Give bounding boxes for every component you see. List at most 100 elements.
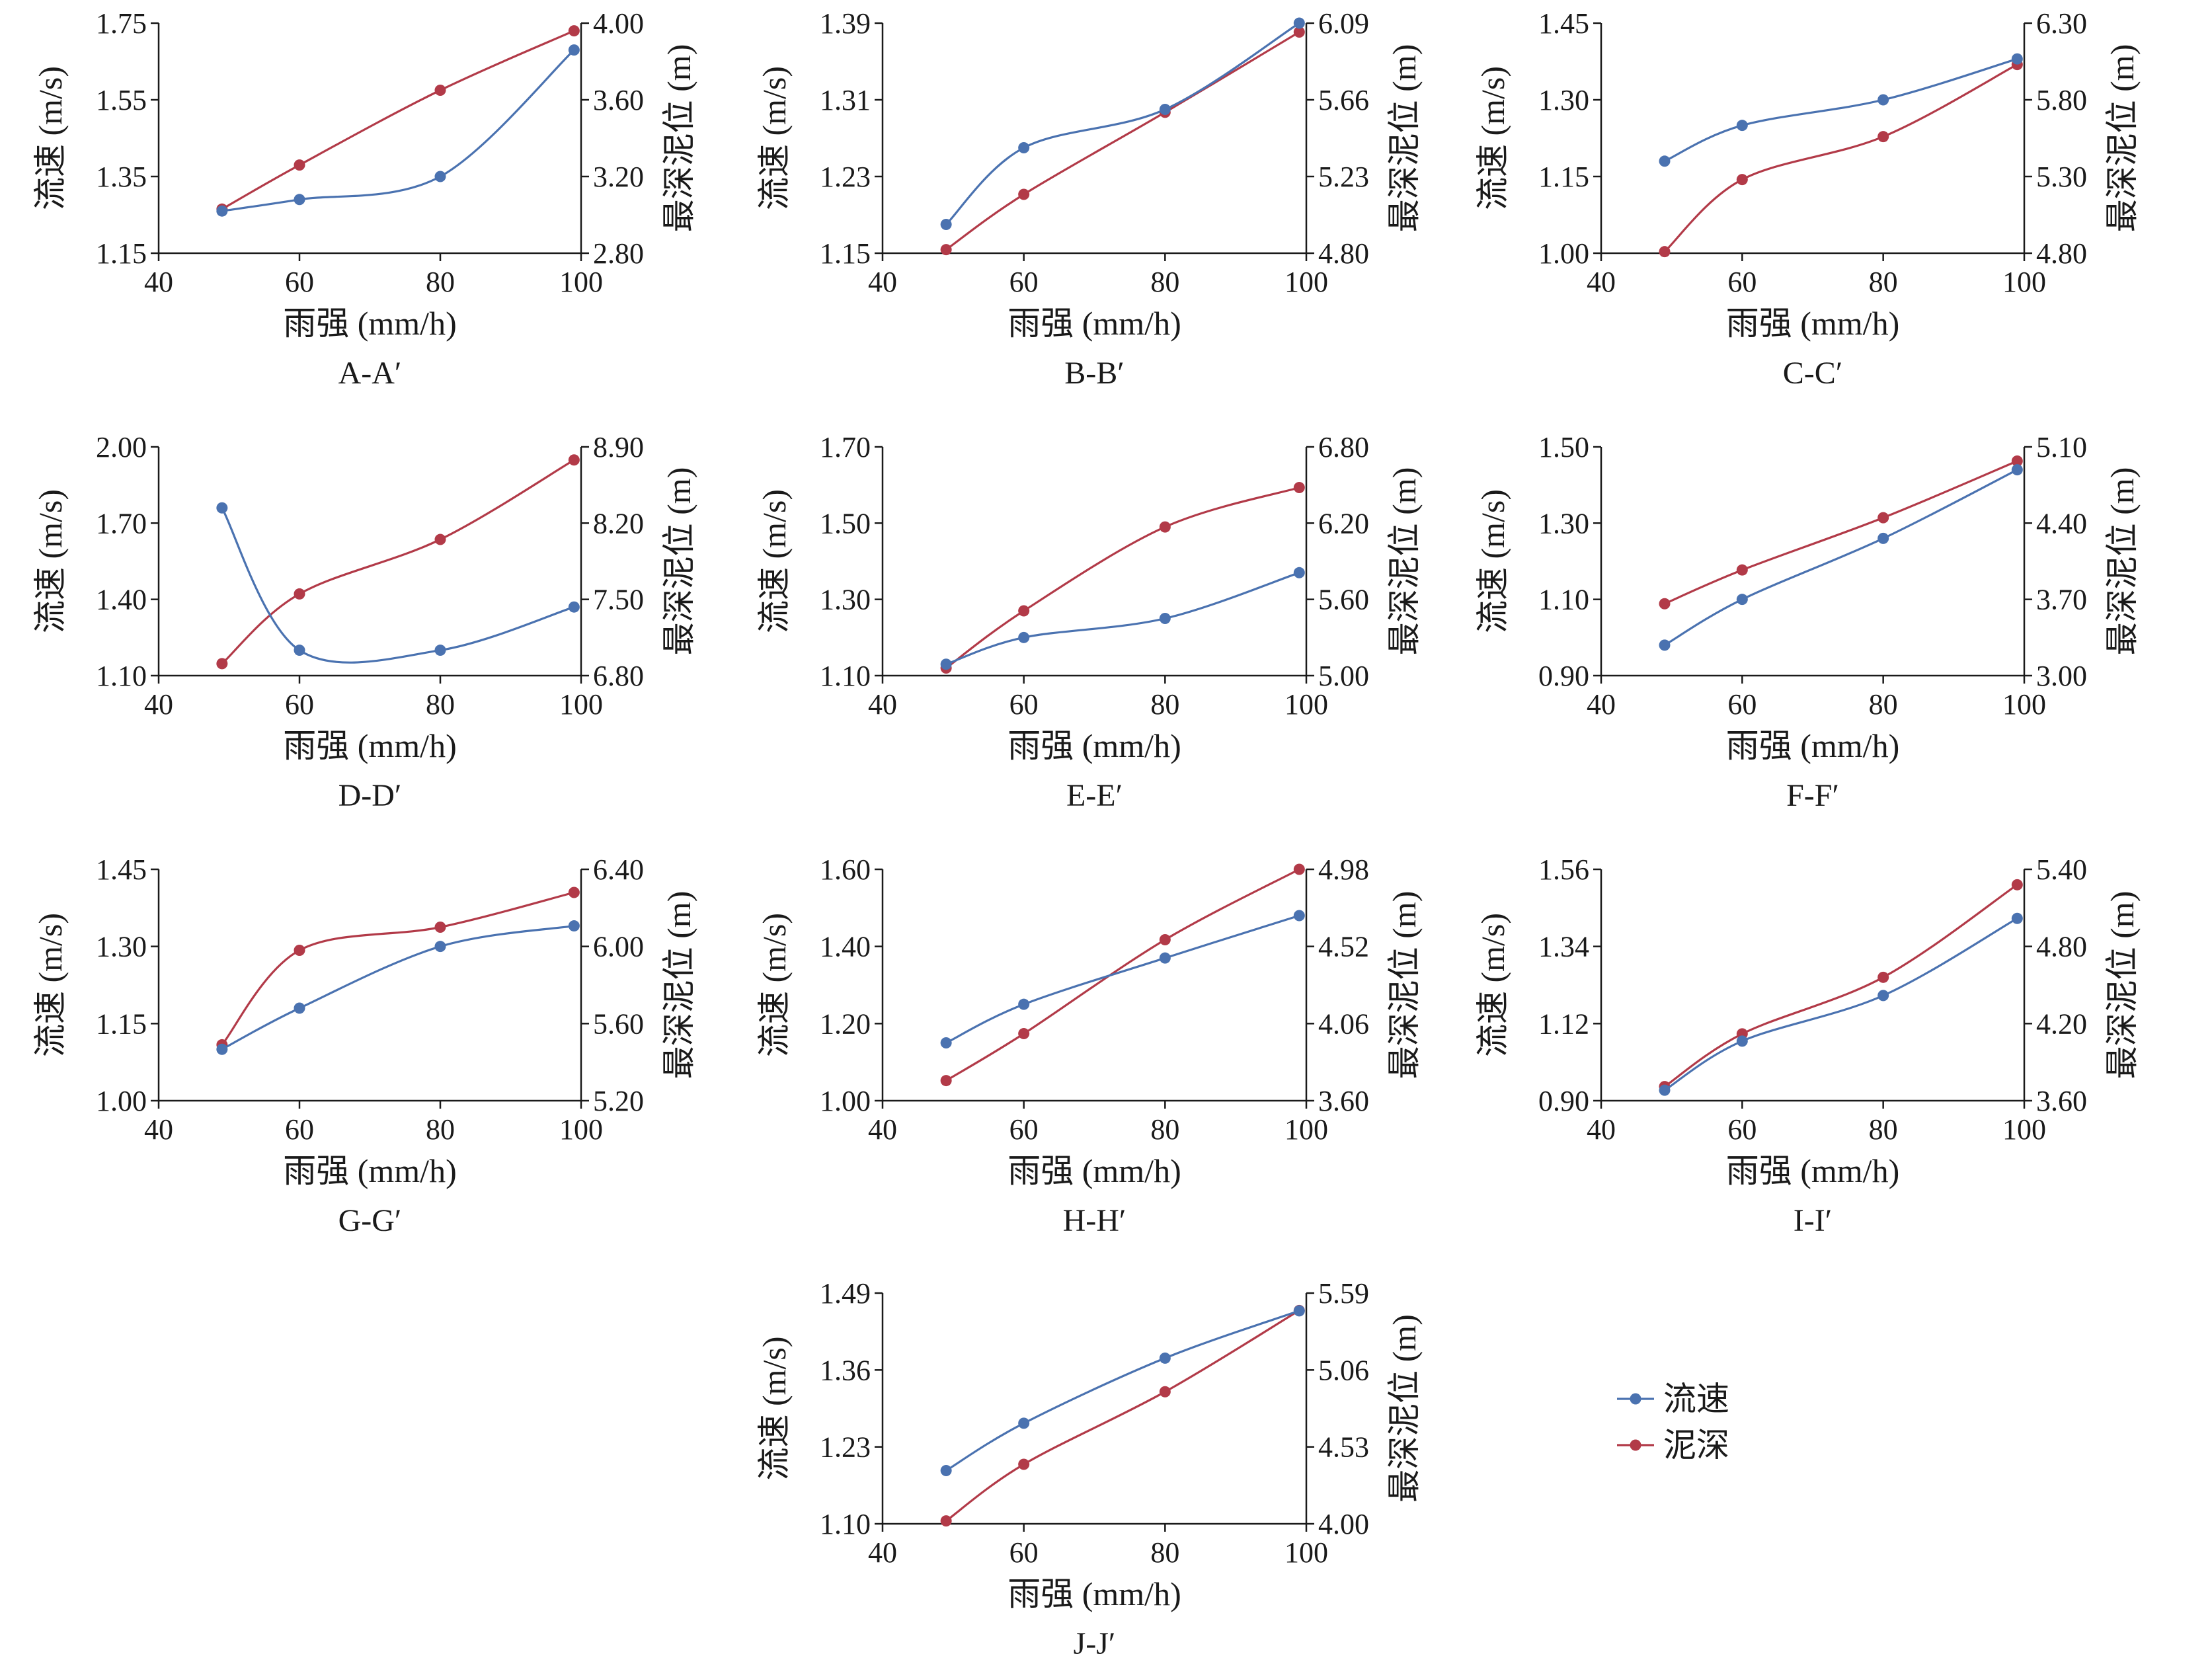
right-y-tick-label: 5.10: [2036, 431, 2087, 463]
left-y-tick-label: 1.30: [1538, 84, 1589, 116]
panel-i: 40 60 80 100 0.90 1.12 1.34 1.56 3.60 4.20 4.80 5.4…: [1474, 853, 2141, 1238]
left-y-tick-label: 1.45: [1538, 7, 1589, 40]
right-y-tick-label: 4.53: [1318, 1431, 1369, 1464]
depth-series-line: [221, 30, 575, 210]
speed-data-point: [1293, 567, 1305, 578]
x-axis-title: 雨强 (mm/h): [283, 1152, 456, 1189]
speed-data-point: [294, 1002, 305, 1014]
right-y-tick-label: 6.30: [2036, 7, 2087, 40]
depth-data-point: [568, 25, 580, 37]
depth-data-point: [1293, 863, 1305, 875]
right-y-tick-label: 4.80: [2036, 931, 2087, 963]
right-y-axis-title: 最深泥位 (m): [660, 467, 697, 656]
x-tick-label: 40: [1587, 1113, 1616, 1146]
left-y-tick-label: 1.56: [1538, 853, 1589, 886]
right-y-tick-label: 4.00: [593, 7, 644, 40]
left-y-axis-title: 流速 (m/s): [1474, 489, 1511, 633]
speed-data-point: [1293, 1305, 1305, 1317]
right-y-tick-label: 5.20: [593, 1085, 644, 1117]
speed-data-point: [568, 601, 580, 613]
x-tick-label: 100: [559, 1113, 603, 1146]
x-tick-label: 80: [1150, 1113, 1179, 1146]
x-tick-label: 100: [2002, 1113, 2046, 1146]
depth-data-point: [1018, 605, 1030, 617]
right-y-tick-label: 4.98: [1318, 853, 1369, 886]
right-y-tick-label: 3.20: [593, 161, 644, 193]
speed-data-point: [1018, 1417, 1030, 1429]
depth-series-line: [945, 1309, 1300, 1522]
speed-data-point: [1018, 998, 1030, 1010]
x-tick-label: 80: [426, 266, 455, 298]
speed-data-point: [1736, 1035, 1748, 1047]
panel-caption: J-J′: [1074, 1626, 1116, 1658]
left-y-axis-title: 流速 (m/s): [756, 1336, 793, 1480]
x-axis-title: 雨强 (mm/h): [1007, 305, 1181, 342]
x-tick-label: 60: [1727, 1113, 1757, 1146]
speed-data-point: [1018, 631, 1030, 643]
speed-series-line: [945, 1310, 1300, 1472]
speed-data-point: [940, 219, 952, 230]
panel-caption: F-F′: [1786, 778, 1839, 813]
x-tick-label: 60: [285, 1113, 314, 1146]
left-y-tick-label: 1.50: [820, 507, 871, 539]
x-tick-label: 100: [1284, 1113, 1328, 1146]
speed-data-point: [1159, 1352, 1171, 1364]
x-tick-label: 80: [1869, 266, 1898, 298]
depth-data-point: [940, 244, 952, 256]
right-y-tick-label: 5.00: [1318, 660, 1369, 692]
left-y-tick-label: 1.30: [1538, 507, 1589, 539]
panel-c: 40 60 80 100 1.00 1.15 1.30 1.45 4.80 5.30 5.80 6.3…: [1474, 7, 2141, 391]
x-axis-title: 雨强 (mm/h): [283, 305, 456, 342]
left-y-tick-label: 1.10: [1538, 584, 1589, 616]
depth-data-point: [568, 454, 580, 466]
right-y-tick-label: 5.60: [593, 1007, 644, 1040]
left-y-axis-title: 流速 (m/s): [32, 66, 69, 210]
speed-data-point: [1018, 142, 1030, 153]
speed-series-line: [945, 571, 1300, 666]
x-tick-label: 100: [2002, 688, 2046, 721]
speed-data-point: [568, 44, 580, 56]
left-y-tick-label: 1.00: [820, 1085, 871, 1117]
speed-data-point: [434, 645, 446, 656]
depth-data-point: [1659, 246, 1671, 258]
x-axis-title: 雨强 (mm/h): [1726, 1152, 1899, 1189]
right-y-tick-label: 5.06: [1318, 1354, 1369, 1386]
right-y-tick-label: 3.60: [2036, 1085, 2087, 1117]
depth-data-point: [1159, 934, 1171, 946]
right-y-tick-label: 6.09: [1318, 7, 1369, 40]
depth-data-point: [940, 1515, 952, 1527]
x-axis-title: 雨强 (mm/h): [1007, 1152, 1181, 1189]
x-tick-label: 40: [868, 1536, 897, 1569]
panel-e: 40 60 80 100 1.10 1.30 1.50 1.70 5.00 5.60 6.20 6.8…: [756, 431, 1423, 813]
x-tick-label: 60: [1727, 688, 1757, 721]
left-y-tick-label: 1.00: [1538, 237, 1589, 270]
left-y-tick-label: 1.40: [820, 931, 871, 963]
panel-j: 40 60 80 100 1.10 1.23 1.36 1.49 4.00 4.53 5.06 5.5…: [756, 1277, 1423, 1658]
depth-data-point: [1018, 1028, 1030, 1040]
x-axis-title: 雨强 (mm/h): [283, 727, 456, 764]
right-y-tick-label: 3.60: [1318, 1085, 1369, 1117]
depth-data-point: [940, 1075, 952, 1087]
depth-data-point: [1877, 131, 1889, 143]
speed-data-point: [216, 205, 228, 217]
left-y-tick-label: 1.00: [96, 1085, 147, 1117]
depth-data-point: [568, 887, 580, 898]
left-y-tick-label: 1.70: [96, 507, 147, 539]
panel-caption: G-G′: [338, 1203, 402, 1238]
left-y-tick-label: 1.50: [1538, 431, 1589, 463]
x-tick-label: 80: [1150, 688, 1179, 721]
speed-data-point: [1293, 17, 1305, 29]
speed-series-line: [1664, 469, 2018, 647]
depth-series-line: [945, 486, 1300, 669]
depth-series-line: [221, 891, 574, 1046]
depth-data-point: [294, 588, 305, 600]
left-y-tick-label: 1.15: [96, 237, 147, 270]
right-y-tick-label: 4.06: [1318, 1007, 1369, 1040]
depth-series-line: [1664, 459, 2018, 605]
speed-data-point: [1159, 104, 1171, 115]
left-y-axis-title: 流速 (m/s): [1474, 913, 1511, 1057]
left-y-tick-label: 1.40: [96, 584, 147, 616]
speed-series-line: [221, 925, 574, 1050]
left-y-tick-label: 1.30: [96, 931, 147, 963]
depth-data-point: [1018, 188, 1030, 200]
